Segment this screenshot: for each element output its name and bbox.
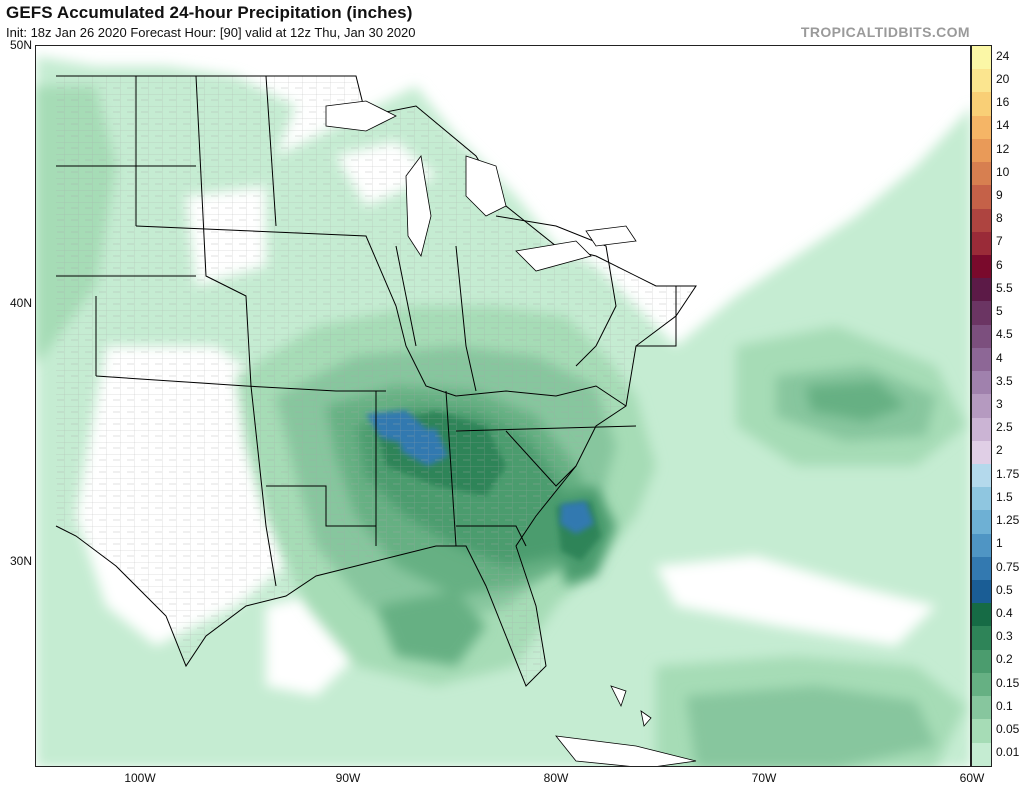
colorbar-label: 24 (996, 48, 1010, 63)
colorbar-swatch (972, 46, 991, 70)
colorbar-label: 3 (996, 397, 1003, 411)
lon-label-70w: 70W (751, 771, 777, 785)
colorbar-swatch (972, 371, 991, 395)
colorbar-label: 0.05 (996, 722, 1020, 737)
lat-label-50n: 50N (9, 38, 32, 52)
colorbar-label: 12 (996, 141, 1010, 156)
colorbar-swatch (972, 672, 991, 697)
colorbar-swatch (972, 185, 991, 209)
colorbar-swatch (972, 603, 991, 627)
lat-label-40n: 40N (9, 296, 32, 310)
brand-watermark: TROPICALTIDBITS.COM (800, 24, 970, 40)
colorbar-swatch (972, 719, 991, 743)
colorbar-label: 0.1 (996, 698, 1013, 713)
colorbar-swatch (972, 394, 991, 418)
map-title: GEFS Accumulated 24-hour Precipitation (… (6, 3, 413, 22)
precipitation-map (35, 45, 971, 767)
colorbar-swatch (972, 440, 991, 464)
colorbar-swatch (972, 347, 991, 372)
colorbar-label: 20 (996, 71, 1010, 86)
great-lakes (325, 100, 637, 272)
colorbar-label: 5 (996, 304, 1003, 319)
lon-label-60w: 60W (959, 771, 985, 785)
colorbar-swatch (972, 138, 991, 163)
colorbar-swatch (972, 208, 991, 232)
colorbar-label: 1.25 (996, 513, 1020, 528)
colorbar-label: 2 (996, 443, 1003, 458)
forecast-subtitle: Init: 18z Jan 26 2020 Forecast Hour: [90… (6, 25, 416, 40)
colorbar-swatch (972, 580, 991, 604)
state-boundaries (55, 75, 697, 687)
colorbar-label: 0.5 (996, 582, 1013, 597)
precip-colorbar (971, 45, 992, 767)
colorbar-swatch (972, 92, 991, 116)
colorbar-swatch (972, 696, 991, 720)
colorbar-swatch (972, 556, 991, 581)
colorbar-label: 9 (996, 187, 1003, 202)
colorbar-label: 1.5 (996, 489, 1013, 504)
colorbar-label: 2.5 (996, 420, 1013, 435)
caribbean-islands (555, 685, 697, 766)
colorbar-swatch (972, 533, 991, 557)
colorbar-swatch (972, 162, 991, 186)
colorbar-label: 3.5 (996, 373, 1013, 388)
colorbar-swatch (972, 487, 991, 511)
colorbar-label: 4.5 (996, 327, 1013, 342)
colorbar-label: 6 (996, 257, 1003, 272)
colorbar-label: 10 (996, 164, 1010, 179)
colorbar-swatch (972, 115, 991, 139)
colorbar-swatch (972, 626, 991, 650)
colorbar-swatch (972, 278, 991, 302)
colorbar-label: 14 (996, 118, 1010, 133)
lon-label-80w: 80W (543, 771, 569, 785)
county-boundaries (56, 76, 696, 686)
colorbar-label: 7 (996, 234, 1003, 249)
colorbar-swatch (972, 254, 991, 279)
colorbar-label: 1 (996, 536, 1003, 551)
colorbar-swatch (972, 417, 991, 441)
colorbar-swatch (972, 742, 991, 766)
colorbar-label: 0.01 (996, 745, 1020, 760)
colorbar-label: 0.4 (996, 606, 1013, 621)
lon-label-100w: 100W (124, 771, 156, 785)
colorbar-label: 4 (996, 350, 1003, 365)
colorbar-swatch (972, 510, 991, 534)
lat-label-30n: 30N (9, 554, 32, 568)
colorbar-swatch (972, 231, 991, 255)
colorbar-label: 1.75 (996, 466, 1020, 481)
colorbar-swatch (972, 69, 991, 93)
colorbar-label: 0.3 (996, 629, 1013, 644)
colorbar-swatch (972, 649, 991, 673)
colorbar-label: 0.75 (996, 559, 1020, 574)
map-canvas (36, 56, 970, 766)
colorbar-label: 8 (996, 211, 1003, 226)
colorbar-label: 0.2 (996, 652, 1013, 667)
colorbar-label: 16 (996, 95, 1010, 110)
colorbar-swatch (972, 301, 991, 325)
colorbar-swatch (972, 324, 991, 348)
lon-label-90w: 90W (335, 771, 361, 785)
colorbar-label: 0.15 (996, 675, 1020, 690)
colorbar-swatch (972, 463, 991, 488)
colorbar-label: 5.5 (996, 280, 1013, 295)
